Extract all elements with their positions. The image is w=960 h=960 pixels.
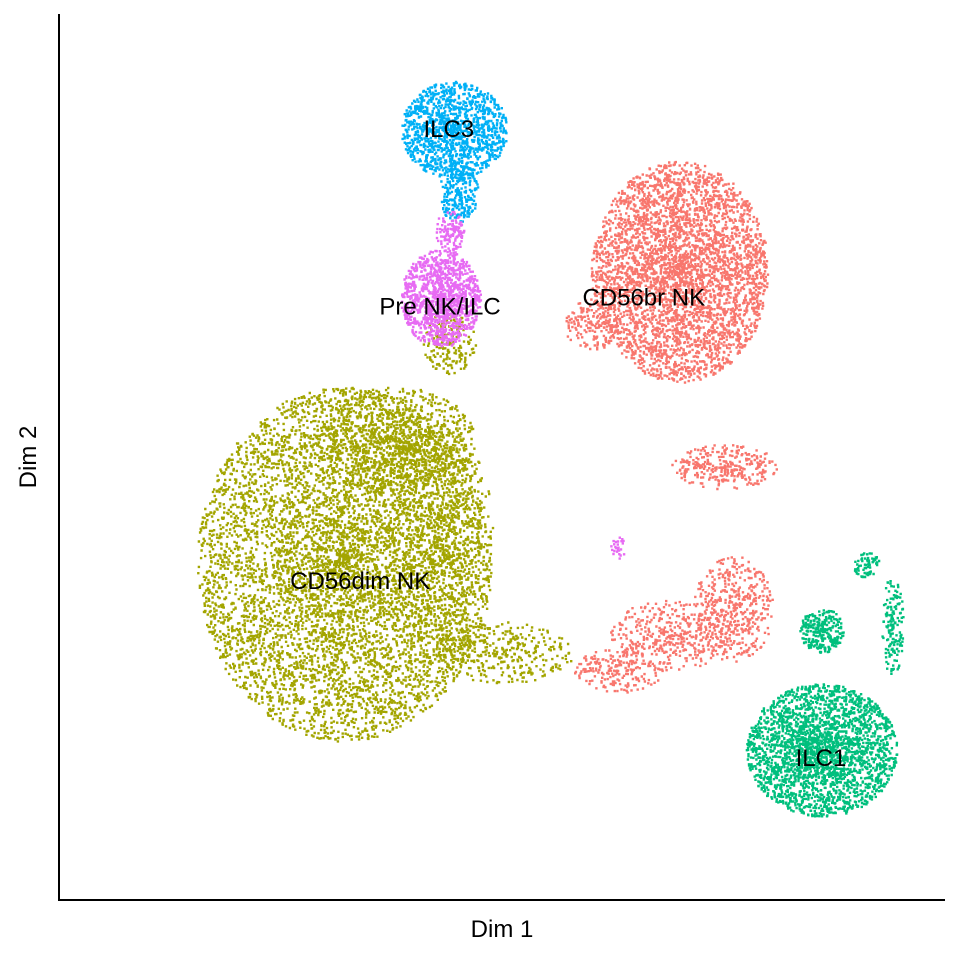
- point-cloud: [853, 552, 881, 579]
- point-cloud: [799, 609, 845, 654]
- cluster-label: Pre NK/ILC: [379, 293, 500, 320]
- series-cd56dim-nk: [197, 315, 573, 743]
- cluster-labels: CD56dim NK CD56br NK ILC3 Pre NK/ILC ILC1: [290, 116, 846, 772]
- point-cloud: [432, 621, 573, 685]
- point-cloud: [440, 160, 480, 223]
- point-cloud: [318, 386, 476, 495]
- point-cloud: [590, 160, 770, 384]
- scatter-points: [197, 80, 905, 818]
- point-cloud: [387, 422, 495, 668]
- point-cloud: [881, 580, 905, 675]
- point-cloud: [401, 80, 508, 180]
- series-ilc1: [745, 552, 905, 818]
- point-cloud: [197, 386, 492, 743]
- series-pre-nk-ilc: [400, 210, 626, 560]
- y-axis-title: Dim 2: [15, 426, 42, 489]
- point-cloud: [693, 556, 774, 663]
- x-axis-title: Dim 1: [471, 916, 534, 943]
- point-cloud: [565, 298, 618, 351]
- series-ilc3: [401, 80, 508, 223]
- cluster-label: ILC3: [423, 116, 474, 143]
- point-cloud: [610, 599, 732, 672]
- point-cloud: [610, 536, 626, 560]
- cluster-label: CD56br NK: [582, 285, 705, 312]
- point-cloud: [745, 683, 899, 818]
- series-cd56br-nk: [565, 160, 778, 694]
- point-cloud: [671, 444, 778, 491]
- point-cloud: [435, 210, 466, 255]
- point-cloud: [400, 249, 483, 348]
- cluster-label: ILC1: [796, 745, 847, 772]
- point-cloud: [574, 648, 664, 694]
- cluster-label: CD56dim NK: [290, 568, 430, 595]
